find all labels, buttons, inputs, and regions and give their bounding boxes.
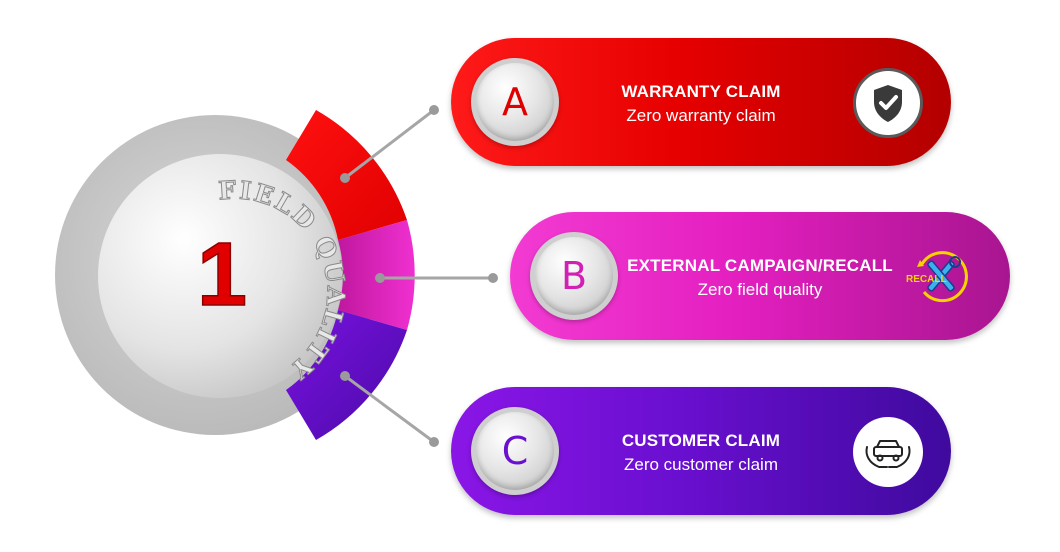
car-hands-icon	[853, 417, 923, 487]
connector-a	[340, 105, 439, 183]
item-c-subtitle: Zero customer claim	[624, 455, 778, 474]
inner-disc	[98, 154, 342, 398]
recall-label: RECALL	[906, 274, 947, 285]
item-a-subtitle: Zero warranty claim	[626, 106, 776, 125]
recall-tools-icon: RECALL	[906, 242, 982, 312]
item-c-title: CUSTOMER CLAIM	[621, 431, 781, 450]
connector-c	[340, 371, 439, 447]
shield-check-icon	[853, 68, 923, 138]
item-a-letter: A	[502, 80, 528, 124]
connector-b	[375, 273, 498, 283]
item-b-letter-badge: B	[530, 232, 618, 320]
item-b-title: EXTERNAL CAMPAIGN/RECALL	[627, 256, 893, 275]
item-a-letter-badge: A	[471, 58, 559, 146]
center-number: 1	[197, 225, 247, 325]
item-c-pill: C CUSTOMER CLAIM Zero customer claim	[451, 387, 951, 515]
item-a-pill: A WARRANTY CLAIM Zero warranty claim	[451, 38, 951, 166]
item-c-letter-badge: C	[471, 407, 559, 495]
item-b-letter: B	[560, 254, 588, 298]
item-b-subtitle: Zero field quality	[697, 280, 823, 299]
item-b-pill: B EXTERNAL CAMPAIGN/RECALL Zero field qu…	[510, 212, 1010, 340]
item-c-letter: C	[501, 429, 529, 473]
item-a-title: WARRANTY CLAIM	[621, 82, 781, 101]
